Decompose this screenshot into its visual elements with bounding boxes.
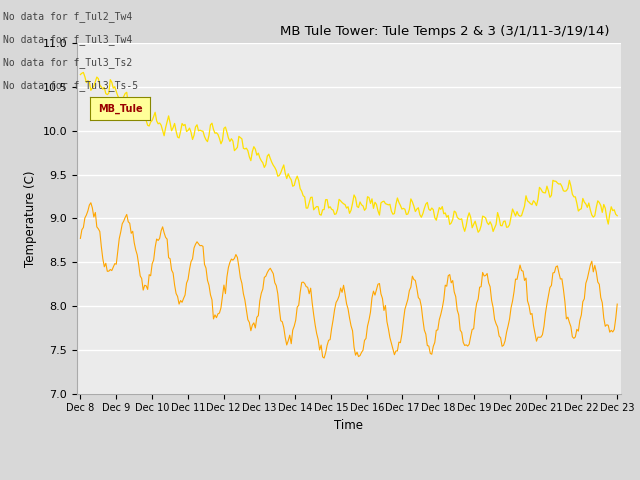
Text: MB Tule Tower: Tule Temps 2 & 3 (3/1/11-3/19/14): MB Tule Tower: Tule Temps 2 & 3 (3/1/11-… <box>280 25 610 38</box>
Text: No data for f_Tul3_Ts2: No data for f_Tul3_Ts2 <box>3 57 132 68</box>
X-axis label: Time: Time <box>334 419 364 432</box>
Y-axis label: Temperature (C): Temperature (C) <box>24 170 37 267</box>
Text: No data for f_Tul2_Tw4: No data for f_Tul2_Tw4 <box>3 11 132 22</box>
Text: MB_Tule: MB_Tule <box>98 103 142 114</box>
Text: No data for f_Tul3_Ts-5: No data for f_Tul3_Ts-5 <box>3 80 138 91</box>
Text: No data for f_Tul3_Tw4: No data for f_Tul3_Tw4 <box>3 34 132 45</box>
Legend: Tul2_Ts-2, Tul2_Ts-8: Tul2_Ts-2, Tul2_Ts-8 <box>243 478 454 480</box>
